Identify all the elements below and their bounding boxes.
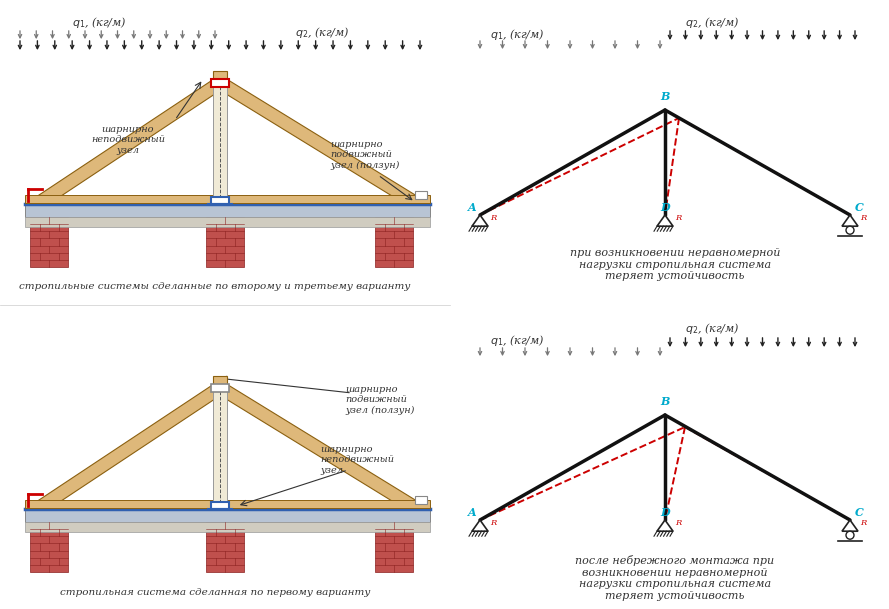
Bar <box>25 508 430 522</box>
Polygon shape <box>30 75 228 212</box>
Text: $q_2$, (кг/м): $q_2$, (кг/м) <box>295 24 349 40</box>
Text: $q_1$, (кг/м): $q_1$, (кг/м) <box>490 27 545 41</box>
Text: R: R <box>860 519 866 527</box>
Polygon shape <box>657 215 673 226</box>
Bar <box>213 81 227 201</box>
Text: после небрежного монтажа при
возникновении неравномерной
нагрузки стропильная си: после небрежного монтажа при возникновен… <box>575 555 774 601</box>
Text: $q_1$, (кг/м): $q_1$, (кг/м) <box>72 15 127 29</box>
Polygon shape <box>472 520 488 531</box>
Circle shape <box>846 226 854 234</box>
Text: шарнирно
подвижный
узел (ползун): шарнирно подвижный узел (ползун) <box>330 140 399 170</box>
Text: D: D <box>660 507 669 518</box>
Bar <box>213 71 227 83</box>
Bar <box>25 195 430 203</box>
Polygon shape <box>472 215 488 226</box>
Bar <box>211 384 229 392</box>
Polygon shape <box>30 380 228 517</box>
Text: $q_1$, (кг/м): $q_1$, (кг/м) <box>490 333 545 348</box>
Text: C: C <box>855 202 864 213</box>
Bar <box>211 79 229 87</box>
Bar <box>375 217 413 267</box>
Polygon shape <box>213 75 425 212</box>
Text: стропильная система сделанная по первому варианту: стропильная система сделанная по первому… <box>60 588 370 597</box>
Bar <box>25 500 430 508</box>
Text: шарнирно
подвижный
узел (ползун): шарнирно подвижный узел (ползун) <box>345 385 414 415</box>
Text: R: R <box>860 214 866 222</box>
Text: стропильные системы сделанные по второму и третьему варианту: стропильные системы сделанные по второму… <box>20 282 411 291</box>
Bar <box>25 217 430 227</box>
Text: R: R <box>490 519 496 527</box>
Bar <box>25 203 430 217</box>
Text: при возникновении неравномерной
нагрузки стропильная система
теряет устойчивость: при возникновении неравномерной нагрузки… <box>570 248 781 281</box>
Text: $q_2$, (кг/м): $q_2$, (кг/м) <box>685 15 740 29</box>
Bar <box>211 502 229 509</box>
Text: шарнирно
неподвижный
узел: шарнирно неподвижный узел <box>91 125 165 155</box>
Text: B: B <box>660 396 669 407</box>
Text: D: D <box>660 202 669 213</box>
Bar <box>211 197 229 204</box>
Text: B: B <box>660 91 669 102</box>
Text: R: R <box>675 214 681 222</box>
Text: R: R <box>675 519 681 527</box>
Bar <box>30 217 68 267</box>
Text: A: A <box>468 507 477 518</box>
Polygon shape <box>657 520 673 531</box>
Bar <box>415 191 427 199</box>
Text: шарнирно
неподвижный
узел: шарнирно неподвижный узел <box>320 445 394 475</box>
Bar <box>206 217 244 267</box>
Polygon shape <box>213 380 425 517</box>
Bar <box>213 376 227 388</box>
Polygon shape <box>842 520 858 531</box>
Text: A: A <box>468 202 477 213</box>
Text: R: R <box>490 214 496 222</box>
Polygon shape <box>842 215 858 226</box>
Bar <box>213 386 227 506</box>
Text: C: C <box>855 507 864 518</box>
Bar <box>375 522 413 572</box>
Text: $q_2$, (кг/м): $q_2$, (кг/м) <box>685 320 740 336</box>
Bar <box>25 522 430 532</box>
Bar <box>206 522 244 572</box>
Bar <box>415 496 427 504</box>
Bar <box>30 522 68 572</box>
Circle shape <box>846 531 854 539</box>
